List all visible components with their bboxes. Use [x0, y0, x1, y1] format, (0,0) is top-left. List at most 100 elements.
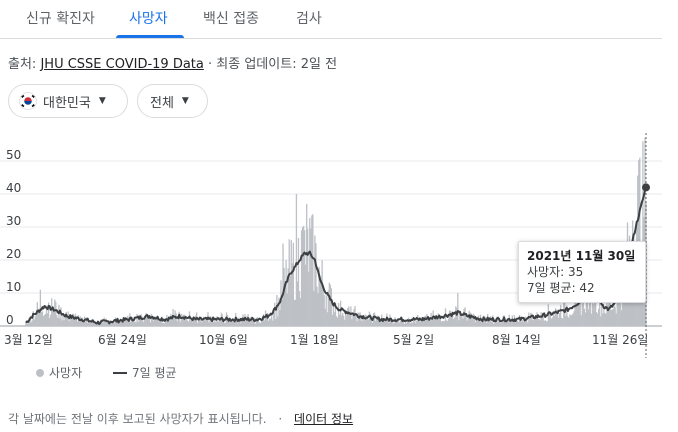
deaths-bar	[644, 137, 646, 326]
deaths-bar	[425, 315, 427, 326]
deaths-bar	[441, 321, 444, 326]
deaths-bar	[618, 295, 620, 326]
deaths-bar	[130, 322, 132, 326]
deaths-bar	[440, 321, 443, 326]
deaths-bar	[581, 300, 583, 326]
tooltip-deaths: 사망자: 35	[527, 265, 584, 279]
deaths-bar	[365, 315, 367, 326]
legend-deaths-label: 사망자	[49, 366, 83, 380]
deaths-bar	[252, 318, 254, 326]
deaths-bar	[571, 314, 573, 326]
last-updated: 최종 업데이트: 2일 전	[216, 57, 338, 72]
deaths-bar	[613, 302, 615, 326]
deaths-bar	[40, 312, 43, 326]
deaths-bar	[469, 312, 471, 326]
deaths-bar	[557, 317, 560, 326]
deaths-bar	[574, 293, 576, 326]
deaths-bar	[125, 318, 127, 326]
scope-dropdown[interactable]: 전체 ▼	[137, 84, 208, 118]
deaths-bar	[594, 283, 597, 326]
deaths-bar	[635, 283, 637, 326]
deaths-bar	[167, 320, 169, 326]
deaths-bar	[203, 316, 205, 326]
deaths-bar	[54, 299, 56, 326]
deaths-bar	[394, 317, 396, 326]
deaths-bar	[507, 318, 509, 326]
deaths-bar	[383, 319, 385, 326]
deaths-bar	[495, 319, 497, 326]
deaths-bar	[186, 320, 189, 326]
deaths-bar	[26, 323, 28, 326]
deaths-bar	[343, 315, 345, 326]
deaths-bar	[437, 313, 439, 326]
deaths-bar	[563, 301, 565, 326]
region-dropdown[interactable]: 대한민국 ▼	[8, 84, 128, 118]
deaths-bar	[222, 321, 225, 326]
deaths-bar	[410, 322, 413, 326]
deaths-bar	[277, 316, 279, 326]
deaths-bar	[205, 320, 207, 326]
deaths-bar	[283, 267, 285, 326]
deaths-bar	[567, 316, 569, 326]
deaths-bar	[329, 284, 332, 326]
deaths-bar	[477, 315, 480, 326]
y-tick-label: 30	[6, 214, 21, 228]
deaths-bar	[570, 315, 572, 326]
deaths-bar	[331, 314, 334, 326]
deaths-bar	[339, 300, 342, 326]
deaths-bar	[239, 321, 241, 326]
deaths-bar	[604, 312, 606, 326]
deaths-bar	[542, 314, 544, 326]
deaths-bar	[431, 318, 433, 326]
deaths-bar	[374, 320, 377, 326]
deaths-bar	[260, 319, 263, 326]
deaths-bar	[538, 319, 540, 326]
deaths-bar	[137, 321, 139, 326]
deaths-bar	[533, 320, 535, 326]
deaths-bar	[399, 320, 401, 326]
deaths-bar	[82, 320, 85, 326]
deaths-bar	[578, 289, 580, 326]
deaths-bar	[586, 289, 589, 326]
deaths-bar	[398, 322, 400, 326]
deaths-bar	[497, 316, 499, 326]
deaths-bar	[539, 320, 541, 326]
deaths-bar	[453, 319, 455, 326]
deaths-bar	[96, 324, 98, 326]
deaths-bar	[515, 317, 518, 326]
deaths-bar	[229, 318, 232, 326]
tab-deaths[interactable]: 사망자	[129, 11, 168, 27]
source-link[interactable]: JHU CSSE COVID-19 Data	[40, 57, 204, 72]
tab-vaccination[interactable]: 백신 접종	[203, 11, 259, 27]
deaths-bar	[292, 242, 294, 326]
deaths-bar	[379, 318, 381, 326]
deaths-bar	[327, 290, 329, 326]
deaths-bar	[404, 321, 407, 326]
deaths-bar	[610, 309, 612, 326]
deaths-bar	[525, 316, 527, 326]
deaths-bar	[143, 320, 145, 326]
deaths-bar	[265, 318, 268, 326]
legend-line-swatch	[113, 371, 127, 374]
deaths-bar	[156, 319, 159, 326]
deaths-bar	[218, 317, 220, 326]
deaths-bar	[42, 316, 45, 326]
deaths-bar	[134, 321, 136, 326]
deaths-bar	[215, 321, 217, 326]
deaths-bar	[400, 320, 402, 326]
tooltip-date: 2021년 11월 30일	[527, 249, 636, 263]
footer-text: 각 날짜에는 전날 이후 보고된 사망자가 표시됩니다.	[8, 412, 267, 426]
deaths-bar	[536, 312, 538, 326]
deaths-bar	[558, 312, 561, 326]
deaths-bar	[485, 323, 488, 326]
deaths-bar	[358, 312, 360, 326]
y-tick-label: 0	[6, 313, 14, 327]
tab-tests[interactable]: 검사	[296, 11, 322, 27]
data-info-link[interactable]: 데이터 정보	[294, 412, 354, 426]
tab-new-cases[interactable]: 신규 확진자	[26, 11, 95, 27]
deaths-bar	[175, 313, 177, 326]
deaths-bar	[496, 322, 498, 326]
deaths-bar	[568, 317, 570, 326]
active-tab-indicator	[116, 35, 184, 38]
deaths-bar	[583, 308, 585, 326]
